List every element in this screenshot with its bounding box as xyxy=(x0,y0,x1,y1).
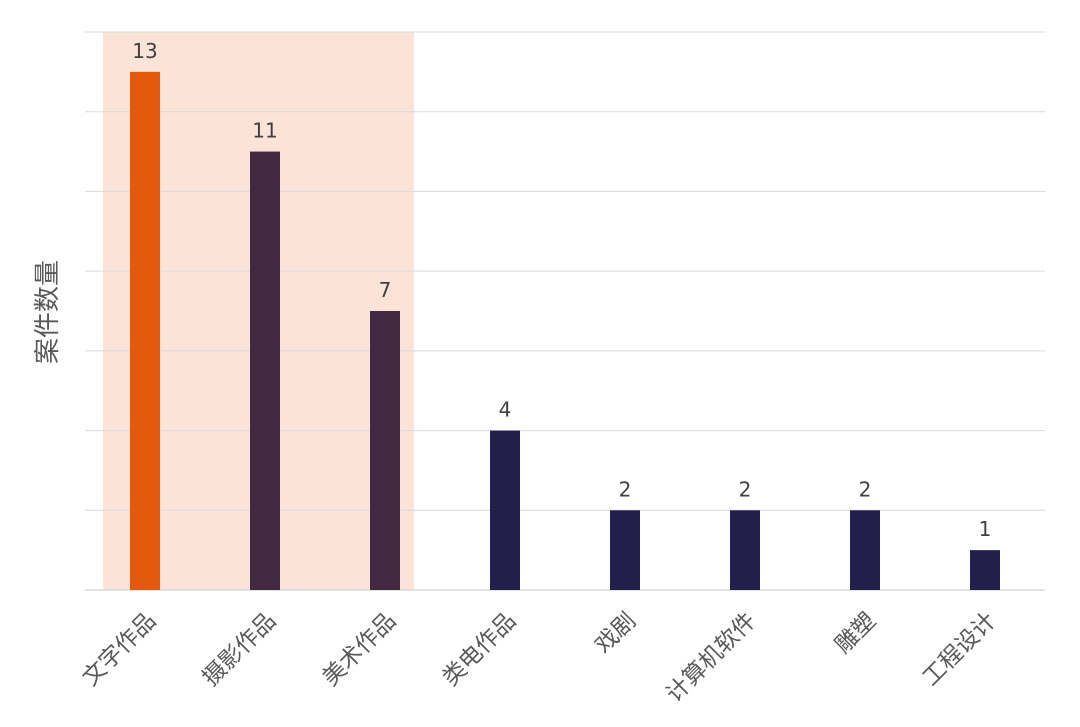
value-label: 13 xyxy=(132,39,157,63)
bars xyxy=(130,71,1000,591)
value-label: 4 xyxy=(499,398,512,422)
bar xyxy=(970,550,1000,590)
bar xyxy=(130,71,160,591)
bar xyxy=(850,510,880,590)
x-tick-label: 工程设计 xyxy=(918,608,1001,691)
bar xyxy=(490,430,520,590)
gridlines xyxy=(85,31,1045,591)
x-tick-labels: 文字作品 摄影作品 美术作品 类电作品 戏剧 计算机软件 雕塑 工程设计 xyxy=(78,608,1001,708)
y-axis-label: 案件数量 xyxy=(33,260,63,364)
value-label: 1 xyxy=(979,517,992,541)
bar xyxy=(370,311,400,590)
x-tick-label: 文字作品 xyxy=(78,608,161,691)
value-label: 7 xyxy=(379,278,392,302)
bar xyxy=(250,151,280,591)
value-label: 2 xyxy=(619,477,632,501)
bar xyxy=(730,510,760,590)
value-label: 11 xyxy=(252,119,277,143)
value-label: 2 xyxy=(739,477,752,501)
x-tick-label: 戏剧 xyxy=(590,608,641,659)
x-tick-label: 计算机软件 xyxy=(662,608,762,708)
value-labels: 13 11 7 4 2 2 2 1 xyxy=(132,39,991,541)
bar xyxy=(610,510,640,590)
x-tick-label: 摄影作品 xyxy=(198,608,281,691)
x-tick-label: 雕塑 xyxy=(830,608,881,659)
x-tick-label: 美术作品 xyxy=(318,608,401,691)
value-label: 2 xyxy=(859,477,872,501)
x-tick-label: 类电作品 xyxy=(438,608,521,691)
